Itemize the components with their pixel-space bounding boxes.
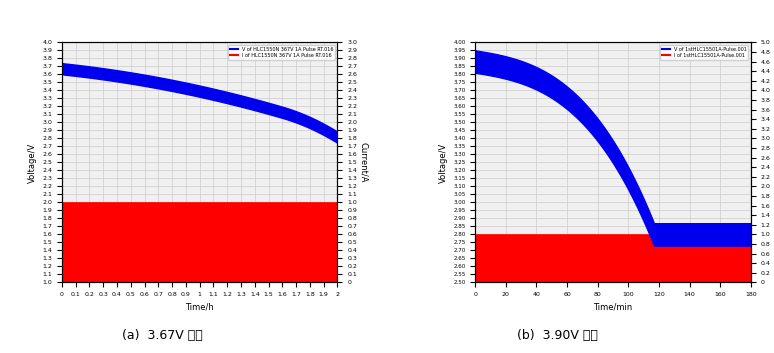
Text: (a)  3.67V 충전: (a) 3.67V 충전 xyxy=(122,329,203,342)
Legend: V of HLC1550N 367V 1A Pulse RT.016, I of HLC1550N 367V 1A Pulse RT.016: V of HLC1550N 367V 1A Pulse RT.016, I of… xyxy=(228,45,335,60)
Legend: V of 1stHLC15501A-Pulse.001, I of 1stHLC15501A-Pulse.001: V of 1stHLC15501A-Pulse.001, I of 1stHLC… xyxy=(660,45,748,60)
Text: (b)  3.90V 충전: (b) 3.90V 충전 xyxy=(517,329,598,342)
X-axis label: Time/h: Time/h xyxy=(185,303,214,312)
Y-axis label: Current/A: Current/A xyxy=(772,142,774,183)
Y-axis label: Voltage/V: Voltage/V xyxy=(439,142,447,183)
Y-axis label: Voltage/V: Voltage/V xyxy=(28,142,36,183)
X-axis label: Time/min: Time/min xyxy=(594,303,632,312)
Y-axis label: Current/A: Current/A xyxy=(359,142,368,183)
